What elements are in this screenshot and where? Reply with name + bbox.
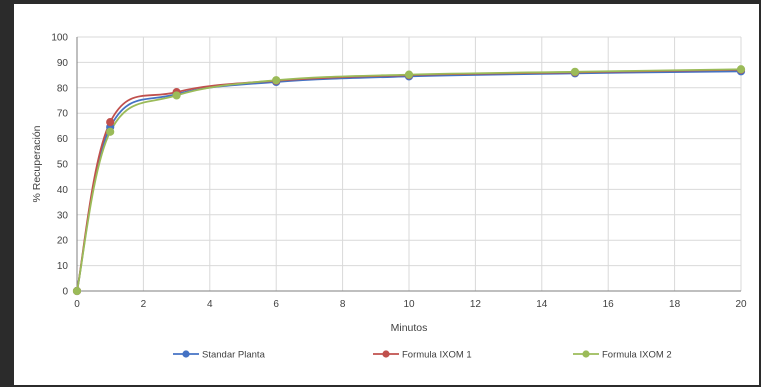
- x-tick-label: 16: [603, 299, 615, 310]
- x-tick-label: 18: [669, 299, 681, 310]
- legend-label: Formula IXOM 1: [402, 350, 472, 361]
- data-point: [570, 67, 580, 76]
- x-tick-label: 0: [74, 299, 80, 310]
- y-tick-label: 50: [57, 160, 69, 171]
- y-tick-label: 10: [57, 261, 69, 272]
- chart-frame: 0 10 20 30 40 50 60 70 80 90 100 0 2 4 6 8 10 12 14 16 18 20 …: [14, 4, 759, 385]
- legend: Standar Planta Formula IXOM 1 Formula IXOM…: [173, 350, 672, 361]
- x-tick-label: 4: [207, 299, 213, 310]
- y-tick-label: 100: [51, 33, 68, 44]
- y-tick-label: 0: [62, 287, 68, 298]
- legend-swatch-marker: [182, 350, 190, 358]
- axes: [76, 37, 741, 292]
- data-point: [272, 76, 281, 85]
- data-point: [404, 70, 414, 79]
- y-tick-label: 60: [57, 134, 69, 145]
- x-tick-label: 6: [273, 299, 279, 310]
- y-tick-label: 90: [57, 58, 69, 69]
- y-tick-label: 70: [57, 109, 69, 120]
- data-point: [106, 127, 115, 136]
- x-tick-label: 10: [403, 299, 415, 310]
- y-tick-label: 30: [57, 210, 69, 221]
- legend-label: Standar Planta: [202, 350, 266, 361]
- series-markers: [72, 65, 746, 296]
- legend-swatch-marker: [382, 350, 390, 358]
- y-axis-title: % Recuperación: [31, 125, 43, 202]
- data-point: [72, 286, 82, 296]
- y-tick-label: 40: [57, 185, 69, 196]
- data-point: [106, 117, 115, 127]
- x-tick-label: 2: [141, 299, 147, 310]
- x-axis-title: Minutos: [391, 322, 428, 334]
- y-tick-label: 80: [57, 83, 69, 94]
- legend-label: Formula IXOM 2: [602, 350, 672, 361]
- data-point: [172, 91, 181, 100]
- y-tick-label: 20: [57, 236, 69, 247]
- data-point: [736, 65, 746, 74]
- x-tick-label: 12: [470, 299, 482, 310]
- x-tick-label: 8: [340, 299, 346, 310]
- legend-swatch-marker: [582, 350, 590, 358]
- x-tick-label: 20: [735, 299, 747, 310]
- x-tick-label: 14: [536, 299, 548, 310]
- tick-labels: 0 10 20 30 40 50 60 70 80 90 100 0 2 4 6 8 10 12 14 16 18 20: [51, 33, 747, 311]
